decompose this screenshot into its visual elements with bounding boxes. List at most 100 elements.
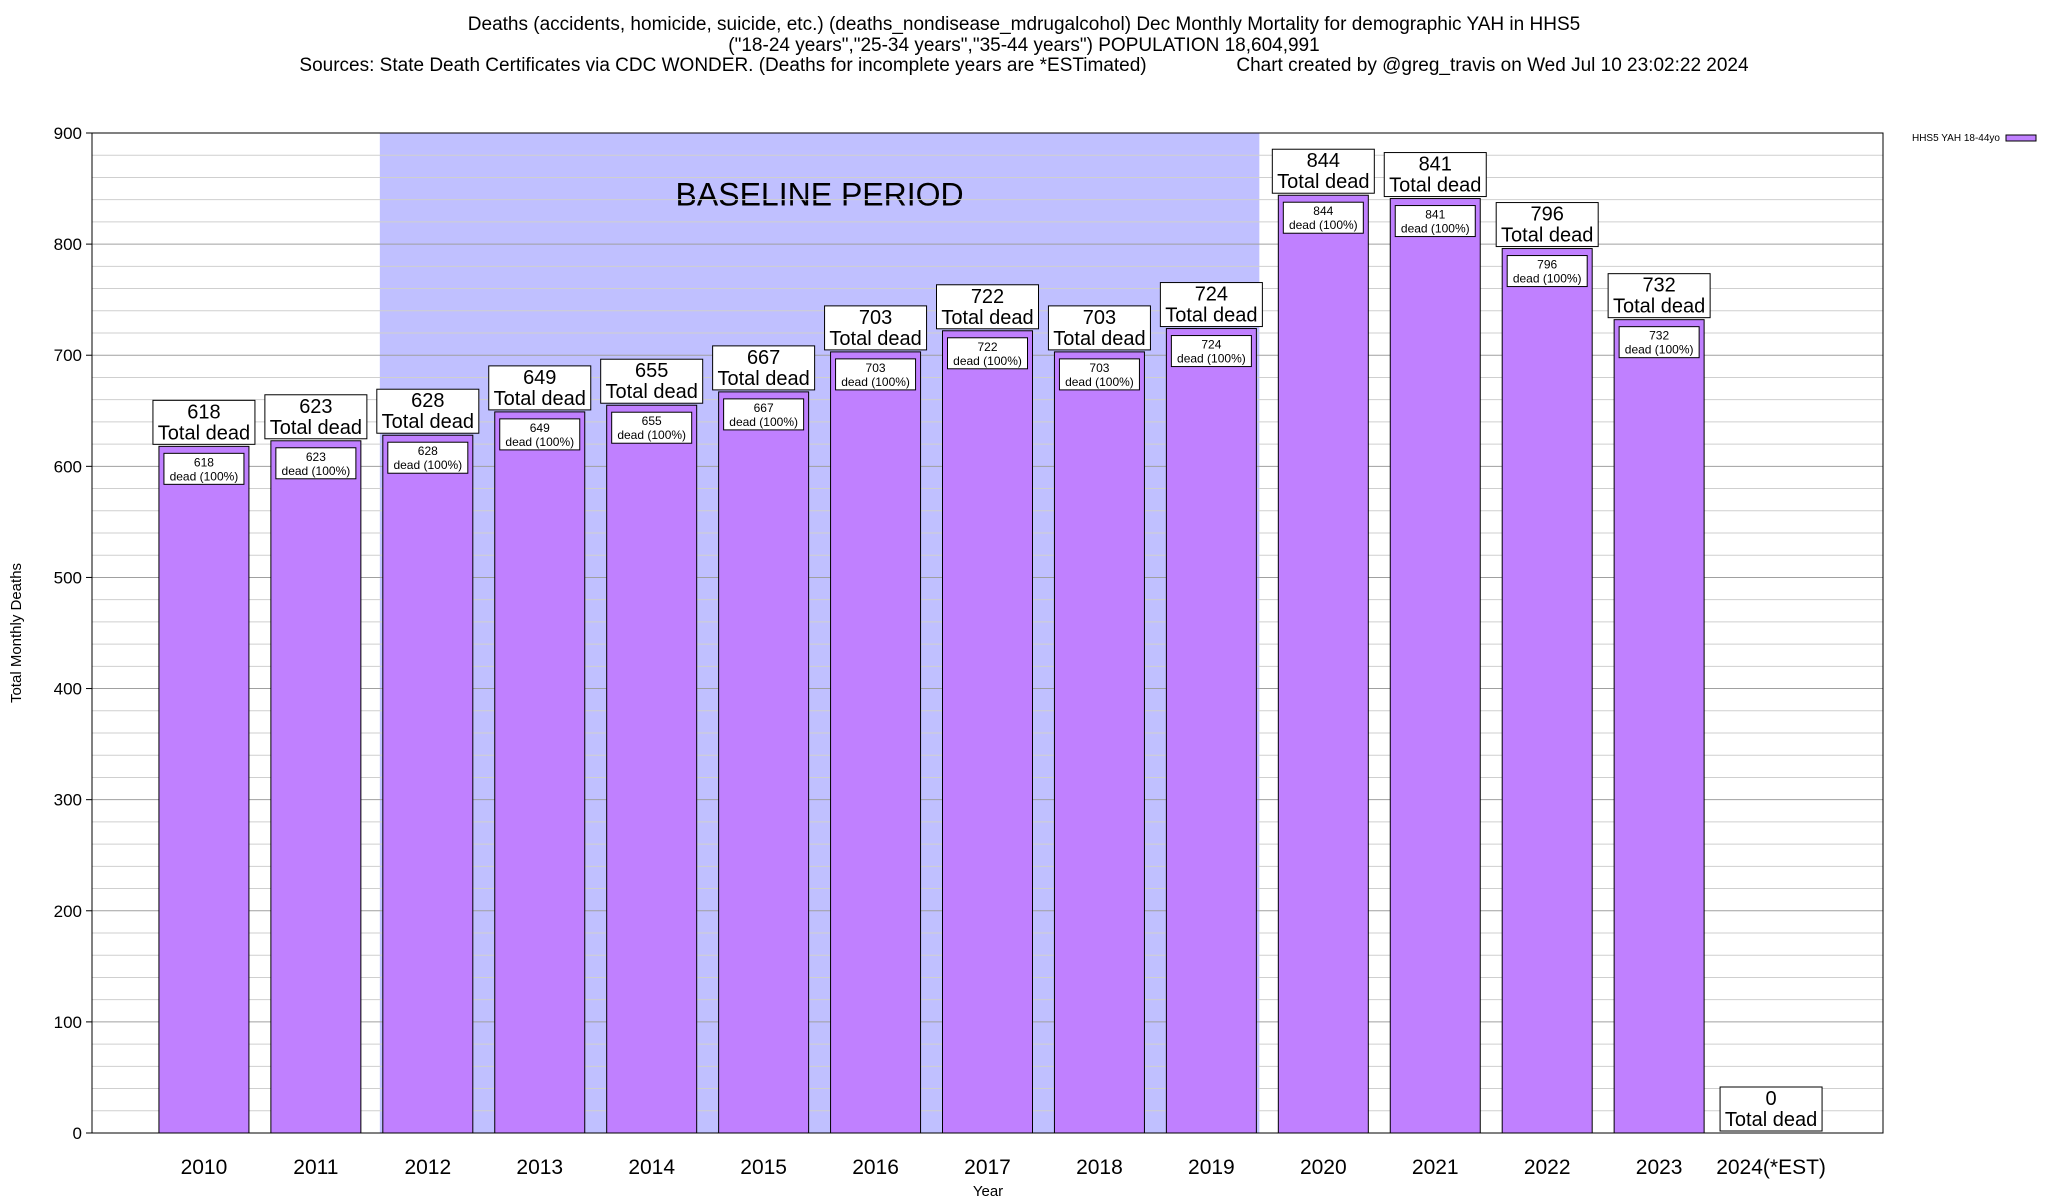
top-label-text: Total dead	[606, 381, 698, 403]
inner-label-text: dead (100%)	[1177, 352, 1246, 366]
top-label-value: 724	[1195, 284, 1228, 306]
bar-2019	[1165, 328, 1257, 1134]
inner-label-text: dead (100%)	[170, 469, 239, 483]
y-tick-label: 700	[54, 346, 82, 365]
inner-label-text: dead (100%)	[617, 428, 686, 442]
inner-label-box	[611, 411, 693, 444]
y-tick-label: 600	[54, 457, 82, 476]
bar-2021	[1389, 198, 1481, 1134]
bar-2015	[718, 391, 810, 1134]
inner-label-box	[1394, 205, 1476, 238]
inner-label-box	[1058, 358, 1140, 391]
inner-label-value: 649	[530, 421, 550, 435]
top-label-value: 655	[635, 360, 668, 382]
inner-label-box	[947, 337, 1028, 370]
x-tick-label: 2010	[181, 1156, 228, 1179]
top-label-text: Total dead	[158, 422, 250, 444]
top-label-box	[1719, 1086, 1823, 1132]
y-tick-label: 100	[54, 1013, 82, 1032]
inner-label-text: dead (100%)	[282, 464, 351, 478]
inner-label-box	[723, 398, 805, 431]
top-label-text: Total dead	[270, 417, 362, 439]
plot-frame	[91, 132, 1884, 1134]
top-label-box	[712, 345, 816, 391]
y-tick-label: 900	[54, 124, 82, 143]
top-label-value: 732	[1642, 275, 1675, 297]
bar-2023	[1613, 319, 1705, 1134]
legend-swatch	[2005, 134, 2037, 142]
top-label-box	[1495, 202, 1599, 248]
x-tick-label: 2016	[852, 1156, 899, 1179]
bar-2014	[606, 404, 698, 1134]
top-label-text: Total dead	[1389, 175, 1481, 197]
top-label-text: Total dead	[382, 411, 474, 433]
bar-2017	[942, 330, 1033, 1134]
y-tick-label: 300	[54, 791, 82, 810]
inner-label-box	[275, 447, 357, 480]
top-label-value: 703	[859, 307, 892, 329]
top-label-value: 649	[523, 367, 556, 389]
top-label-value: 796	[1531, 204, 1564, 226]
top-label-text: Total dead	[1277, 171, 1369, 193]
top-label-text: Total dead	[1613, 296, 1705, 318]
inner-label-box	[1282, 201, 1364, 234]
top-label-box	[488, 365, 592, 411]
inner-label-box	[1506, 255, 1588, 288]
top-label-text: Total dead	[1165, 305, 1257, 327]
chart-title-line-2: ("18-24 years","25-34 years","35-44 year…	[728, 35, 1320, 56]
inner-label-text: dead (100%)	[953, 354, 1022, 368]
x-axis-label: Year	[973, 1183, 1003, 1200]
x-tick-label: 2023	[1636, 1156, 1683, 1179]
y-tick-label: 800	[54, 235, 82, 254]
top-label-box	[824, 305, 928, 351]
inner-label-text: dead (100%)	[1289, 218, 1358, 232]
top-label-box	[376, 388, 480, 434]
top-label-value: 667	[747, 347, 780, 369]
top-label-box	[1047, 305, 1151, 351]
inner-label-value: 667	[754, 401, 774, 415]
inner-label-value: 732	[1649, 329, 1669, 343]
top-label-box	[1271, 148, 1375, 194]
top-label-value: 618	[187, 401, 220, 423]
inner-label-box	[387, 441, 469, 474]
top-label-value: 0	[1766, 1088, 1777, 1110]
top-label-text: Total dead	[941, 307, 1033, 329]
inner-label-text: dead (100%)	[1401, 222, 1470, 236]
y-tick-label: 400	[54, 680, 82, 699]
top-label-box	[1383, 152, 1487, 198]
inner-label-value: 703	[1089, 361, 1109, 375]
bar-2010	[158, 445, 250, 1134]
bar-2020	[1277, 194, 1369, 1134]
inner-label-text: dead (100%)	[1513, 272, 1582, 286]
y-tick-label: 200	[54, 902, 82, 921]
bar-2012	[382, 434, 474, 1134]
top-label-box	[1607, 273, 1711, 319]
top-label-value: 722	[971, 286, 1004, 308]
top-label-text: Total dead	[717, 368, 809, 390]
x-tick-label: 2021	[1412, 1156, 1459, 1179]
inner-label-box	[499, 418, 581, 451]
x-tick-label: 2019	[1188, 1156, 1235, 1179]
inner-label-value: 655	[642, 414, 662, 428]
inner-label-text: dead (100%)	[393, 458, 462, 472]
x-tick-label: 2012	[404, 1156, 451, 1179]
inner-label-box	[835, 358, 917, 391]
top-label-text: Total dead	[829, 328, 921, 350]
legend-label: HHS5 YAH 18-44yo	[1912, 133, 2000, 144]
bar-2013	[494, 411, 586, 1134]
inner-label-text: dead (100%)	[505, 435, 574, 449]
top-label-text: Total dead	[1501, 225, 1593, 247]
inner-label-box	[1618, 326, 1700, 359]
y-axis-label: Total Monthly Deaths	[8, 563, 25, 703]
top-label-box	[152, 399, 256, 445]
inner-label-value: 722	[977, 340, 997, 354]
baseline-label: BASELINE PERIOD	[676, 177, 964, 213]
inner-label-box	[163, 452, 245, 485]
inner-label-value: 628	[418, 444, 438, 458]
inner-label-value: 796	[1537, 258, 1557, 272]
top-label-value: 844	[1307, 150, 1340, 172]
top-label-value: 623	[299, 396, 332, 418]
chart-title-line-1: Deaths (accidents, homicide, suicide, et…	[467, 14, 1581, 35]
bar-2016	[830, 351, 922, 1134]
